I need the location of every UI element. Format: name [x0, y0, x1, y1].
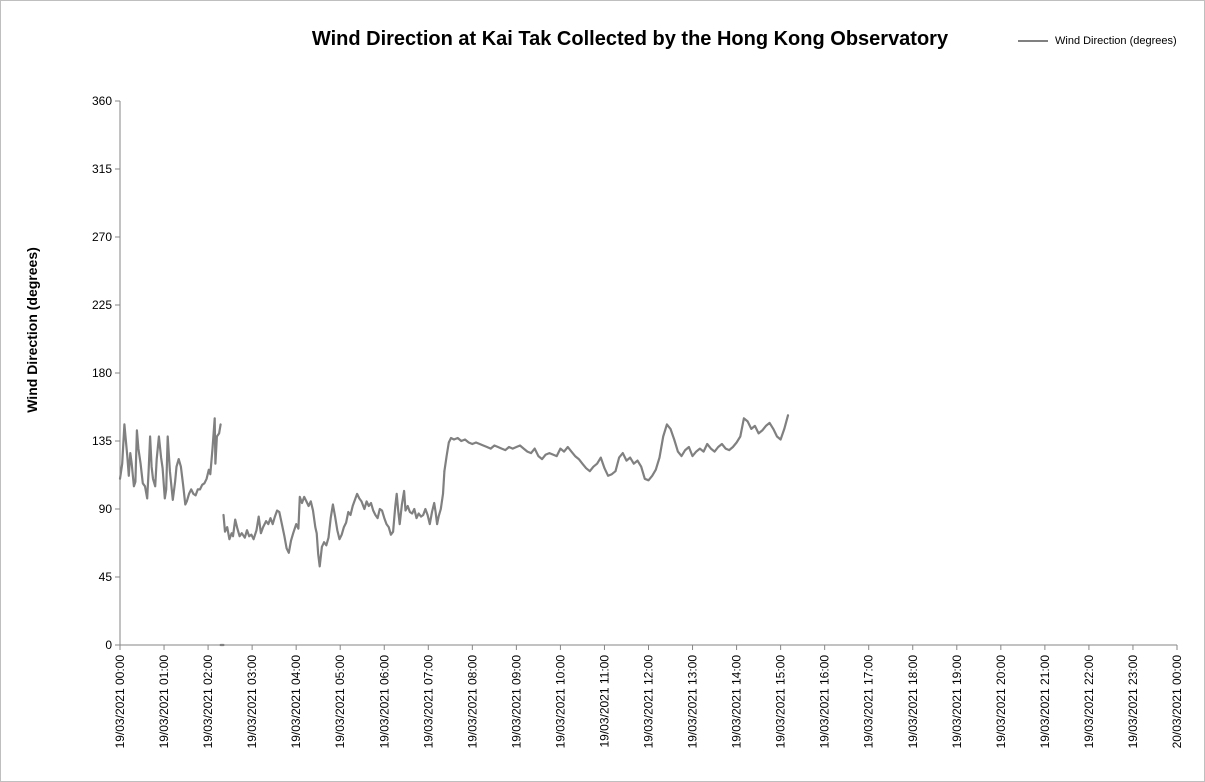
x-tick-label: 19/03/2021 06:00	[377, 655, 391, 749]
y-tick-label: 270	[92, 230, 112, 244]
x-tick-label: 19/03/2021 01:00	[157, 655, 171, 749]
y-tick-label: 45	[99, 570, 113, 584]
x-tick-label: 20/03/2021 00:00	[1170, 655, 1184, 749]
x-tick-label: 19/03/2021 18:00	[906, 655, 920, 749]
y-tick-label: 90	[99, 502, 113, 516]
x-tick-label: 19/03/2021 23:00	[1126, 655, 1140, 749]
x-tick-label: 19/03/2021 13:00	[686, 655, 700, 749]
legend-swatch	[1018, 40, 1048, 42]
x-tick-label: 19/03/2021 09:00	[509, 655, 523, 749]
x-tick-label: 19/03/2021 22:00	[1082, 655, 1096, 749]
x-tick-label: 19/03/2021 15:00	[774, 655, 788, 749]
x-tick-label: 19/03/2021 03:00	[245, 655, 259, 749]
series-line-segment	[118, 417, 222, 506]
x-tick-label: 19/03/2021 08:00	[465, 655, 479, 749]
y-tick-label: 360	[92, 94, 112, 108]
x-tick-label: 19/03/2021 21:00	[1038, 655, 1052, 749]
x-tick-label: 19/03/2021 17:00	[862, 655, 876, 749]
y-tick-label: 315	[92, 162, 112, 176]
x-tick-label: 19/03/2021 16:00	[818, 655, 832, 749]
y-tick-label: 225	[92, 298, 112, 312]
x-tick-label: 19/03/2021 04:00	[289, 655, 303, 749]
series-line-segment	[443, 414, 790, 482]
x-tick-label: 19/03/2021 19:00	[950, 655, 964, 749]
chart-title: Wind Direction at Kai Tak Collected by t…	[311, 28, 949, 50]
x-tick-label: 19/03/2021 20:00	[994, 655, 1008, 749]
y-tick-label: 135	[92, 434, 112, 448]
x-tick-label: 19/03/2021 11:00	[597, 655, 611, 748]
y-tick-label: 180	[92, 366, 112, 380]
axes: 0 45 90 135 180 225 270 315 360 19/03/2021 00:00 1…	[92, 94, 1184, 748]
x-tick-label: 19/03/2021 07:00	[421, 655, 435, 749]
series-line-segment	[222, 470, 446, 568]
x-tick-label: 19/03/2021 02:00	[201, 655, 215, 749]
plot-area	[118, 414, 790, 647]
y-tick-label: 0	[105, 638, 112, 652]
x-tick-label: 19/03/2021 12:00	[642, 655, 656, 749]
x-tick-label: 19/03/2021 00:00	[113, 655, 127, 749]
x-tick-label: 19/03/2021 10:00	[553, 655, 567, 749]
x-tick-label: 19/03/2021 05:00	[333, 655, 347, 749]
legend-label: Wind Direction (degrees)	[1055, 35, 1177, 47]
x-tick-label: 19/03/2021 14:00	[730, 655, 744, 749]
